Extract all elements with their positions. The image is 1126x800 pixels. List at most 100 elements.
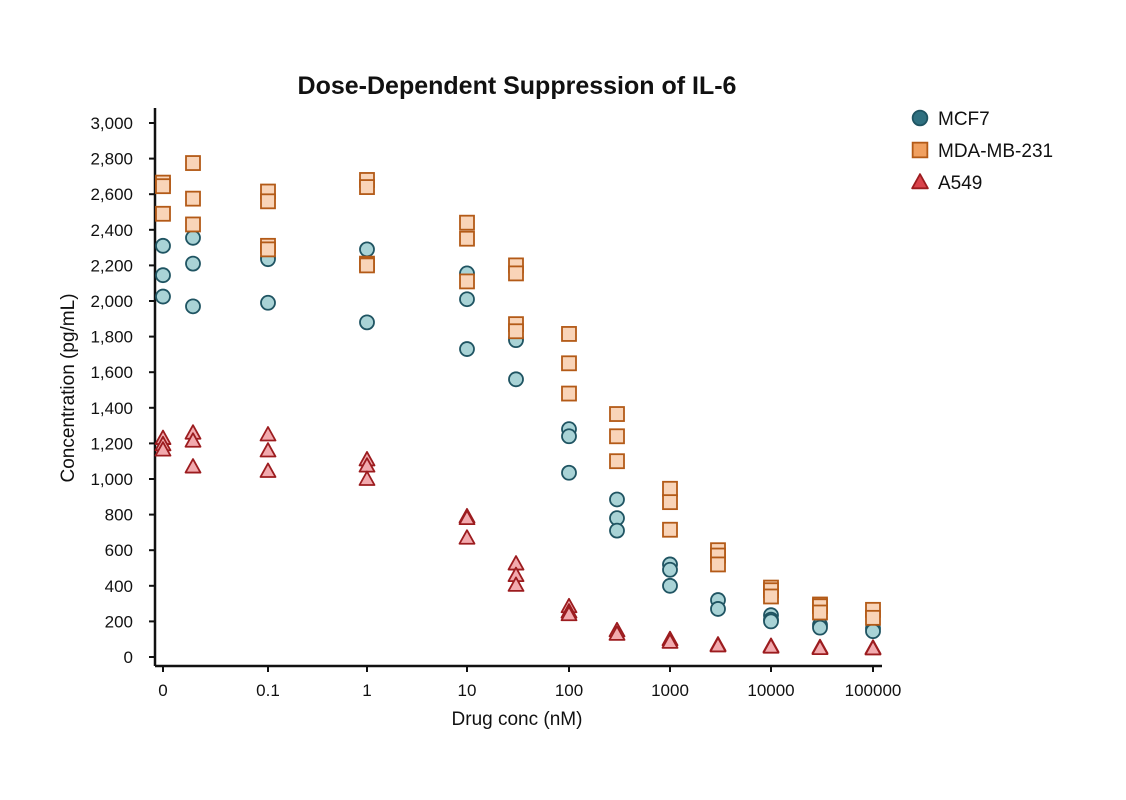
legend-label: MDA-MB-231 <box>938 141 1053 162</box>
y-tick-label: 1,200 <box>90 434 133 453</box>
data-point <box>155 267 171 284</box>
legend-marker <box>911 109 929 127</box>
data-point <box>259 426 277 442</box>
data-point <box>359 241 375 258</box>
data-point <box>185 216 201 233</box>
data-point <box>762 638 780 654</box>
data-point <box>459 214 475 231</box>
data-point <box>561 326 577 342</box>
y-tick-label: 800 <box>105 506 133 525</box>
legend-marker <box>911 141 929 159</box>
axes: 0 200 400 600 800 1,000 1,200 1,400 1,600 1,800 2,… <box>90 108 901 700</box>
y-tick-label: 2,600 <box>90 185 133 204</box>
data-point <box>662 521 678 538</box>
data-point <box>185 155 201 171</box>
data-point <box>609 491 625 508</box>
x-tick-label: 100 <box>555 681 583 700</box>
x-tick-label: 0 <box>158 681 167 700</box>
y-tick-label: 2,800 <box>90 150 133 169</box>
y-tick-label: 600 <box>105 541 133 560</box>
data-point <box>185 255 201 272</box>
data-points <box>154 155 882 656</box>
data-point <box>662 480 678 497</box>
data-point <box>763 613 779 630</box>
data-point <box>710 601 726 617</box>
x-tick-label: 1000 <box>651 681 689 700</box>
data-point <box>609 522 625 539</box>
data-point <box>185 298 201 315</box>
data-point <box>662 577 678 594</box>
y-tick-label: 400 <box>105 577 133 596</box>
data-point <box>864 640 882 656</box>
data-point <box>154 441 172 457</box>
x-axis-label: Drug conc (nM) <box>452 709 583 730</box>
data-point <box>259 442 277 458</box>
data-point <box>609 428 625 445</box>
y-axis-label: Concentration (pg/mL) <box>58 293 79 482</box>
series-a549 <box>154 424 882 656</box>
data-point <box>609 406 625 422</box>
data-point <box>507 576 525 592</box>
data-point <box>709 637 727 653</box>
data-point <box>811 639 829 655</box>
data-point <box>812 619 828 636</box>
x-tick-label: 100000 <box>845 681 902 700</box>
data-point <box>458 529 476 545</box>
data-point <box>662 494 678 511</box>
data-point <box>763 588 779 605</box>
data-point <box>155 205 171 222</box>
data-point <box>865 609 881 626</box>
data-point <box>359 257 375 274</box>
y-tick-label: 1,400 <box>90 399 133 418</box>
legend: MCF7 MDA-MB-231 A549 <box>911 109 1053 194</box>
legend-label: A549 <box>938 173 982 194</box>
y-tick-label: 2,000 <box>90 292 133 311</box>
legend-marker <box>911 173 929 190</box>
data-point <box>260 294 276 311</box>
data-point <box>155 288 171 305</box>
x-tick-label: 1 <box>362 681 371 700</box>
data-point <box>155 237 171 254</box>
data-point <box>561 355 577 372</box>
data-point <box>561 464 577 481</box>
data-point <box>508 323 524 340</box>
data-point <box>459 341 475 357</box>
data-point <box>260 241 276 258</box>
y-tick-label: 0 <box>124 648 133 667</box>
y-tick-label: 1,600 <box>90 363 133 382</box>
x-tick-label: 10000 <box>747 681 794 700</box>
data-point <box>608 625 626 641</box>
data-point <box>812 604 828 621</box>
data-point <box>662 561 678 578</box>
x-tick-label: 0.1 <box>256 681 280 700</box>
y-tick-label: 2,200 <box>90 256 133 275</box>
legend-label: MCF7 <box>938 109 990 130</box>
chart-title: Dose-Dependent Suppression of IL-6 <box>298 72 737 100</box>
data-point <box>260 193 276 210</box>
y-tick-label: 1,800 <box>90 328 133 347</box>
data-point <box>184 458 202 474</box>
data-point <box>459 291 475 308</box>
y-tick-label: 3,000 <box>90 114 133 133</box>
data-point <box>155 178 171 195</box>
data-point <box>609 453 625 470</box>
data-point <box>561 428 577 445</box>
data-point <box>359 179 375 195</box>
y-tick-label: 1,000 <box>90 470 133 489</box>
data-point <box>459 230 475 247</box>
series-mda-mb-231 <box>155 155 881 626</box>
data-point <box>184 432 202 448</box>
x-tick-label: 10 <box>458 681 477 700</box>
data-point <box>185 190 201 207</box>
data-point <box>459 273 475 290</box>
data-point <box>710 556 726 573</box>
data-point <box>458 509 476 526</box>
data-point <box>508 371 524 388</box>
data-point <box>359 314 375 331</box>
y-tick-label: 2,400 <box>90 221 133 240</box>
data-point <box>185 229 201 246</box>
data-point <box>661 633 679 649</box>
data-point <box>560 605 578 622</box>
